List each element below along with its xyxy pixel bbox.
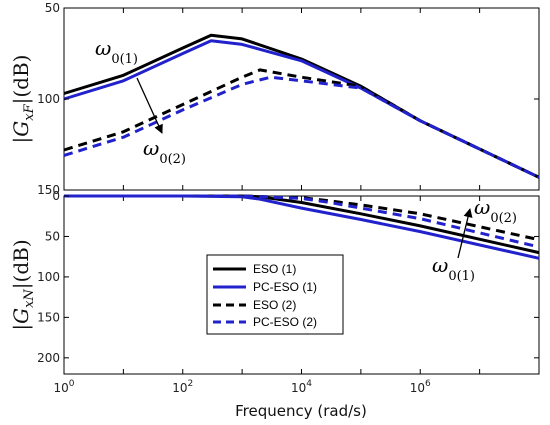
bottom-annotation-omega-1-sub: 0(1) (448, 269, 475, 284)
bottom-magnitude-plot: 0 50 100 150 200 100 102 104 106 |GxN|(dB) Freq… (9, 189, 540, 420)
bottom-y-tick-label-2: 100 (37, 270, 60, 284)
top-series-group (63, 33, 540, 179)
legend-entry-eso-1: ESO (1) (213, 262, 296, 276)
bottom-y-tick-label-3: 150 (37, 310, 60, 324)
top-y-tick-label-0: 50 (45, 1, 60, 15)
x-axis-label: Frequency (rad/s) (235, 402, 367, 420)
legend-label-eso-2: ESO (2) (253, 298, 296, 312)
legend-label-pc-eso-1: PC-ESO (1) (253, 280, 317, 294)
bottom-annotation-omega-2-sub: 0(2) (490, 211, 517, 226)
x-tick-label-2: 104 (291, 379, 312, 395)
top-y-axis-label: |GxF|(dB) (9, 55, 37, 144)
top-annotation-omega-2-symbol: ω (143, 136, 159, 160)
top-plot-frame (63, 7, 540, 191)
bottom-y-tick-label-4: 200 (37, 351, 60, 365)
top-annotation-omega-2: ω0(2) (143, 136, 186, 167)
legend-entry-pc-eso-1: PC-ESO (1) (213, 280, 317, 294)
x-tick-label-3: 106 (410, 379, 431, 395)
legend-entry-pc-eso-2: PC-ESO (2) (213, 315, 317, 329)
top-series-eso-2 (63, 68, 540, 179)
top-grid (63, 8, 540, 190)
bottom-y-tick-label-1: 50 (45, 229, 60, 243)
bottom-y-ticks: 0 50 100 150 200 (37, 189, 539, 365)
top-annotation-omega-1-sub: 0(1) (111, 52, 138, 67)
legend: ESO (1) PC-ESO (1) ESO (2) PC-ESO (2) (206, 254, 344, 335)
bottom-annotation-arrow (457, 208, 473, 259)
bottom-annotation-omega-2-symbol: ω (474, 195, 490, 219)
x-tick-label-1: 102 (172, 379, 193, 395)
bottom-y-tick-label-0: 0 (52, 189, 60, 203)
top-annotation-omega-1: ω0(1) (95, 36, 138, 67)
legend-label-eso-1: ESO (1) (253, 262, 296, 276)
top-annotation-omega-2-sub: 0(2) (159, 152, 186, 167)
top-y-tick-label-1: 100 (37, 92, 60, 106)
bottom-annotation-omega-1: ω0(1) (432, 253, 475, 284)
top-y-ticks: 50 100 150 (37, 1, 539, 197)
top-series-pc-eso-2 (63, 75, 540, 179)
top-y-tick-label-2: 150 (37, 183, 60, 197)
legend-label-pc-eso-2: PC-ESO (2) (253, 315, 317, 329)
bottom-x-ticks: 100 102 104 106 (53, 379, 431, 395)
bottom-series-group (64, 194, 540, 260)
top-annotation-omega-1-symbol: ω (95, 36, 111, 60)
bottom-annotation-omega-1-symbol: ω (432, 253, 448, 277)
x-tick-label-0: 100 (53, 379, 74, 395)
bottom-y-axis-label: |GxN|(dB) (9, 239, 37, 330)
top-annotation-arrow (136, 77, 163, 134)
bottom-annotation-omega-2: ω0(2) (474, 195, 517, 226)
legend-entry-eso-2: ESO (2) (213, 298, 296, 312)
